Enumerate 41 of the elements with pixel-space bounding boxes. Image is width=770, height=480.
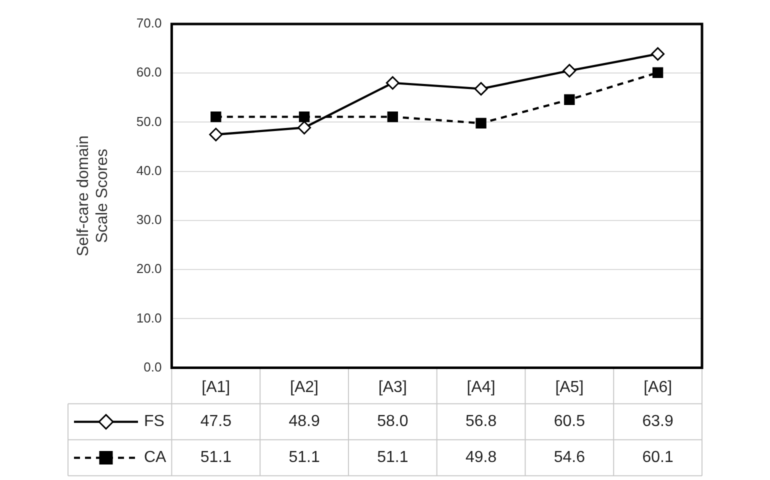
point <box>652 67 664 78</box>
point <box>210 111 222 122</box>
data-label: 49.8 <box>465 449 497 466</box>
data-label: 60.5 <box>554 413 586 430</box>
x-tick-label: [A3] <box>378 378 407 396</box>
data-label: 63.9 <box>642 413 674 430</box>
x-tick-label: [A6] <box>644 378 672 396</box>
point <box>474 82 488 96</box>
y-tick-label: 30.0 <box>136 212 162 228</box>
point <box>298 111 310 122</box>
data-label: 60.1 <box>642 449 674 466</box>
point <box>209 128 223 142</box>
y-tick-label: 20.0 <box>136 261 162 276</box>
x-tick-label: [A1] <box>202 378 230 396</box>
point <box>298 120 312 134</box>
x-tick-label: [A5] <box>555 378 584 396</box>
y-tick-label: 40.0 <box>136 162 162 178</box>
data-label: 54.6 <box>554 449 586 466</box>
y-tick-label: 70.0 <box>136 16 162 31</box>
x-tick-label: [A2] <box>290 378 319 396</box>
legend-label: FS <box>144 413 164 430</box>
y-tick-label: 60.0 <box>136 64 162 80</box>
point <box>562 64 576 78</box>
data-label: 51.1 <box>288 449 320 466</box>
data-label: 47.5 <box>200 413 232 430</box>
point <box>476 118 486 129</box>
x-tick-label: [A4] <box>466 378 496 396</box>
point <box>564 94 575 105</box>
y-tick-label: 10.0 <box>136 310 162 326</box>
data-label: 58.0 <box>377 413 408 430</box>
y-tick-label: 50.0 <box>136 114 162 129</box>
legend-label: CA <box>144 449 167 466</box>
point <box>387 111 398 122</box>
y-tick-label: 0.0 <box>144 359 162 374</box>
data-label: 51.1 <box>377 449 408 466</box>
y-axis-title: Self-care domain Scale Scores <box>75 135 112 256</box>
point <box>651 47 665 61</box>
data-label: 48.9 <box>288 413 320 430</box>
point <box>386 76 400 90</box>
data-label: 51.1 <box>200 449 232 466</box>
data-label: 56.8 <box>465 413 497 430</box>
